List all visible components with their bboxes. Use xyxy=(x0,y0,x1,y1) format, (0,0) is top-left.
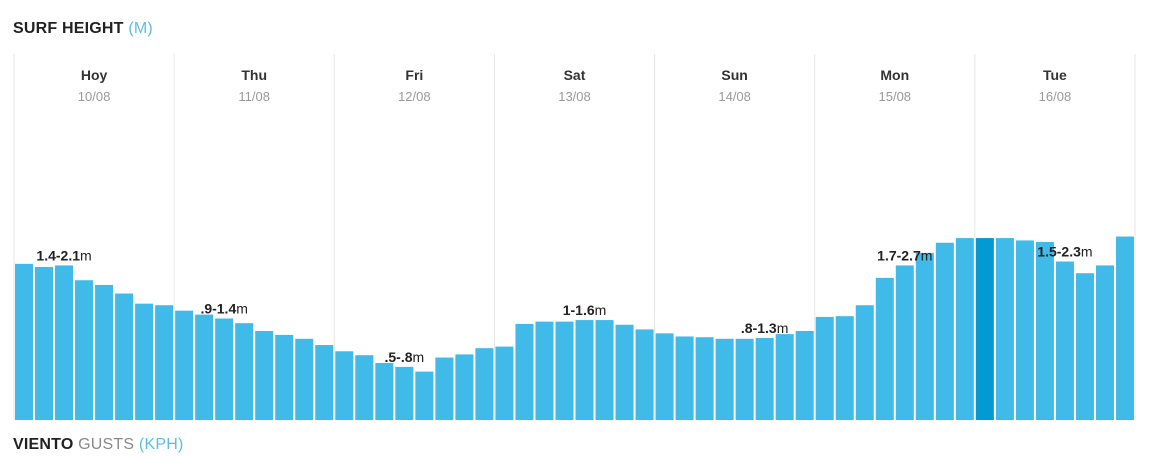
day-date: 14/08 xyxy=(718,89,751,104)
day-name: Hoy xyxy=(81,67,108,83)
wind-heading: VIENTO GUSTS (KPH) xyxy=(13,436,183,454)
surf-bar[interactable] xyxy=(1035,241,1054,420)
wind-subtitle: GUSTS xyxy=(78,436,135,453)
surf-bar[interactable] xyxy=(635,329,654,420)
surf-bar[interactable] xyxy=(1095,265,1114,420)
day-name: Sat xyxy=(564,67,586,83)
surf-bar[interactable] xyxy=(615,324,634,420)
day-name: Tue xyxy=(1043,67,1067,83)
surf-bar[interactable] xyxy=(215,318,234,421)
surf-bar[interactable] xyxy=(675,336,694,420)
surf-bar[interactable] xyxy=(335,351,354,420)
day-name: Sun xyxy=(721,67,747,83)
day-date: 11/08 xyxy=(238,89,270,104)
surf-bar[interactable] xyxy=(1055,261,1074,420)
surf-bar[interactable] xyxy=(135,303,154,420)
surf-bar[interactable] xyxy=(395,366,414,420)
surf-bar[interactable] xyxy=(1015,240,1034,420)
surf-bar[interactable] xyxy=(155,305,174,420)
surf-height-unit: (M) xyxy=(128,20,153,37)
surf-bar[interactable] xyxy=(115,293,134,420)
surf-bar[interactable] xyxy=(15,263,34,420)
day-date: 12/08 xyxy=(398,89,431,104)
surf-bar[interactable] xyxy=(515,323,534,420)
surf-bar[interactable] xyxy=(1115,236,1134,420)
surf-bar[interactable] xyxy=(975,238,994,420)
surf-bar[interactable] xyxy=(455,354,474,420)
surf-bar[interactable] xyxy=(235,323,254,420)
day-date: 16/08 xyxy=(1039,89,1072,104)
wind-title: VIENTO xyxy=(13,436,74,453)
surf-bar[interactable] xyxy=(595,320,614,420)
surf-bar[interactable] xyxy=(375,363,394,420)
surf-bar[interactable] xyxy=(775,334,794,420)
surf-bar[interactable] xyxy=(835,316,854,420)
surf-range-label: .8-1.3m xyxy=(741,320,788,336)
surf-bar[interactable] xyxy=(535,321,554,420)
day-name: Thu xyxy=(241,67,267,83)
surf-range-label: 1.5-2.3m xyxy=(1037,244,1092,260)
surf-bar[interactable] xyxy=(875,277,894,420)
surf-bar[interactable] xyxy=(175,310,194,420)
day-name: Mon xyxy=(880,67,909,83)
day-name: Fri xyxy=(405,67,423,83)
surf-bar[interactable] xyxy=(495,346,514,420)
surf-bar[interactable] xyxy=(35,266,54,420)
surf-bar[interactable] xyxy=(755,338,774,420)
surf-bar[interactable] xyxy=(575,320,594,420)
surf-bar[interactable] xyxy=(955,238,974,420)
surf-range-label: 1.7-2.7m xyxy=(877,247,932,263)
day-date: 10/08 xyxy=(78,89,111,104)
surf-bar[interactable] xyxy=(355,355,374,420)
surf-height-chart: Hoy 10/08 Thu 11/08 Fri 12/08 Sat 13/08 Sun 14/08… xyxy=(13,54,1136,421)
surf-bar[interactable] xyxy=(55,265,74,420)
surf-bar[interactable] xyxy=(75,280,94,420)
surf-bar[interactable] xyxy=(195,314,214,420)
surf-bar[interactable] xyxy=(1075,273,1094,420)
surf-bar[interactable] xyxy=(915,252,934,420)
surf-bar[interactable] xyxy=(555,321,574,420)
day-date: 15/08 xyxy=(879,89,912,104)
surf-bar[interactable] xyxy=(295,338,314,420)
surf-bar[interactable] xyxy=(855,305,874,420)
surf-range-label: .5-.8m xyxy=(385,349,425,365)
day-date: 13/08 xyxy=(558,89,591,104)
surf-bar[interactable] xyxy=(655,333,674,420)
surf-bar[interactable] xyxy=(435,357,454,420)
surf-range-label: 1.4-2.1m xyxy=(36,247,91,263)
surf-bar[interactable] xyxy=(415,371,434,420)
surf-bar[interactable] xyxy=(735,338,754,420)
surf-bar[interactable] xyxy=(95,284,114,420)
surf-bar[interactable] xyxy=(895,265,914,420)
surf-height-title: SURF HEIGHT xyxy=(13,20,124,37)
surf-bar[interactable] xyxy=(475,348,494,420)
surf-range-label: 1-1.6m xyxy=(563,302,607,318)
surf-bar[interactable] xyxy=(995,238,1014,420)
wind-unit: (KPH) xyxy=(138,436,184,453)
surf-bar[interactable] xyxy=(935,242,954,420)
surf-bar[interactable] xyxy=(315,345,334,420)
surf-bar[interactable] xyxy=(695,337,714,420)
surf-bar[interactable] xyxy=(275,334,294,420)
surf-range-label: .9-1.4m xyxy=(200,301,247,317)
surf-height-heading: SURF HEIGHT (M) xyxy=(13,20,153,38)
surf-bar[interactable] xyxy=(795,330,814,420)
surf-bar[interactable] xyxy=(715,338,734,420)
surf-bar[interactable] xyxy=(255,330,274,420)
surf-bar[interactable] xyxy=(815,316,834,420)
